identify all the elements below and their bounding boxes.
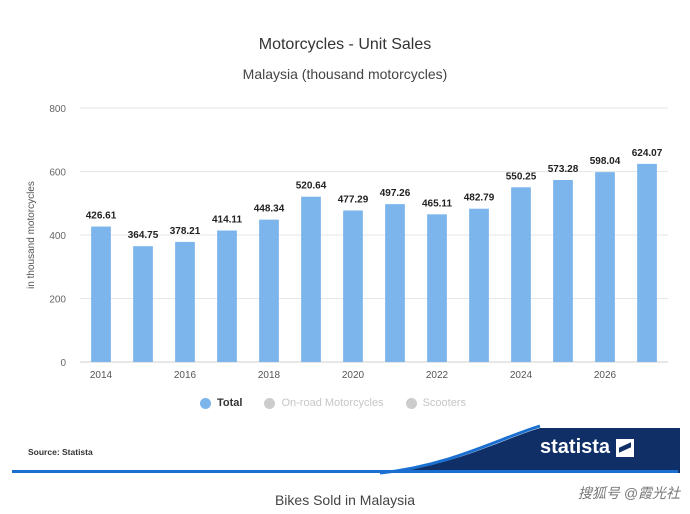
bar[interactable] xyxy=(133,246,153,362)
chart-subtitle: Malaysia (thousand motorcycles) xyxy=(242,66,448,82)
data-label: 624.07 xyxy=(632,148,663,159)
data-labels: 426.61 364.75 378.21 414.11 448.34 520.64 477.… xyxy=(86,148,663,241)
legend-label-total: Total xyxy=(217,397,243,409)
bar[interactable] xyxy=(637,163,657,362)
legend-dot-total xyxy=(200,397,211,409)
image-caption: Bikes Sold in Malaysia xyxy=(274,492,416,508)
legend-item-total[interactable]: Total xyxy=(200,397,242,409)
y-tick-label: 200 xyxy=(49,295,66,306)
legend-dot-scooters xyxy=(405,397,417,409)
legend-label-scooters: Scooters xyxy=(422,397,466,409)
bar[interactable] xyxy=(511,187,531,362)
chart-title: Motorcycles - Unit Sales xyxy=(258,36,432,53)
x-tick-label: 2024 xyxy=(510,370,533,381)
data-label: 497.26 xyxy=(380,188,411,199)
bar[interactable] xyxy=(259,219,279,362)
gridlines xyxy=(80,107,668,363)
data-label: 477.29 xyxy=(338,194,369,205)
bar[interactable] xyxy=(427,214,447,362)
bars xyxy=(91,163,657,362)
y-tick-label: 800 xyxy=(49,104,66,115)
x-tick-label: 2014 xyxy=(90,370,113,381)
legend: Total On-road Motorcycles Scooters xyxy=(200,397,466,409)
bar[interactable] xyxy=(175,241,195,362)
bar[interactable] xyxy=(595,172,615,362)
data-label: 465.11 xyxy=(422,198,452,209)
data-label: 520.64 xyxy=(296,181,327,192)
x-tick-label: 2022 xyxy=(426,370,449,381)
legend-item-scooters[interactable]: Scooters xyxy=(405,397,466,409)
data-label: 482.79 xyxy=(464,193,495,204)
legend-dot-on-road xyxy=(264,397,276,409)
brand-name: statista xyxy=(540,436,611,458)
statista-mark-icon xyxy=(616,438,635,457)
data-label: 598.04 xyxy=(590,156,621,167)
bar-chart: 0 200 400 600 800 426.61 364.75 378.21 414.11 44… xyxy=(26,104,668,381)
y-tick-label: 400 xyxy=(49,231,66,242)
bar[interactable] xyxy=(301,196,321,362)
x-tick-label: 2020 xyxy=(342,370,365,381)
x-tick-labels: 2014 2016 2018 2020 2022 2024 2026 xyxy=(90,370,617,381)
data-label: 550.25 xyxy=(506,171,537,182)
data-label: 448.34 xyxy=(254,204,285,215)
data-label: 364.75 xyxy=(128,230,159,241)
y-tick-labels: 0 200 400 600 800 xyxy=(49,104,66,369)
bar[interactable] xyxy=(343,210,363,362)
watermark: 搜狐号 @霞光社 xyxy=(577,485,680,501)
x-tick-label: 2018 xyxy=(258,370,281,381)
data-label: 573.28 xyxy=(548,164,579,175)
y-tick-label: 0 xyxy=(60,358,66,369)
x-tick-label: 2026 xyxy=(594,370,617,381)
legend-item-on-road[interactable]: On-road Motorcycles xyxy=(264,397,384,409)
y-tick-label: 600 xyxy=(49,168,66,179)
bar[interactable] xyxy=(469,208,489,362)
bar[interactable] xyxy=(385,204,405,362)
data-label: 378.21 xyxy=(170,226,201,237)
bar[interactable] xyxy=(217,230,237,362)
bar[interactable] xyxy=(91,226,111,362)
bar[interactable] xyxy=(553,179,573,362)
statista-logo[interactable]: statista xyxy=(540,436,635,459)
data-label: 426.61 xyxy=(86,211,117,222)
x-tick-label: 2016 xyxy=(174,370,197,381)
y-axis-label: in thousand motorcycles xyxy=(26,181,37,289)
data-label: 414.11 xyxy=(212,215,242,226)
source-note: Source: Statista xyxy=(28,447,93,457)
footer-line xyxy=(12,470,678,473)
legend-label-on-road: On-road Motorcycles xyxy=(281,397,384,409)
